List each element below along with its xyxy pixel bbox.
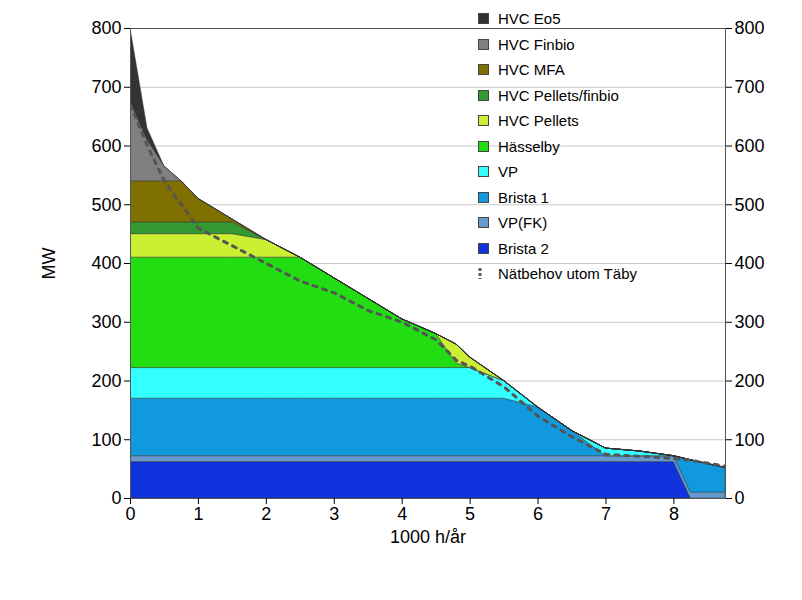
html-text:HVC Eo5: HVC Eo5 (498, 10, 561, 28)
svg-text:8: 8 (669, 504, 679, 524)
svg-text:200: 200 (735, 371, 765, 391)
svg-text:4: 4 (397, 504, 407, 524)
svg-text:200: 200 (91, 371, 121, 391)
svg-text:3: 3 (329, 504, 339, 524)
svg-text:0: 0 (735, 488, 745, 508)
html-text:HVC Pellets: HVC Pellets (498, 112, 579, 130)
html-text:Brista 2: Brista 2 (498, 239, 549, 257)
svg-text:1000 h/år: 1000 h/år (390, 527, 466, 547)
html-text:Hässelby: Hässelby (498, 137, 560, 155)
svg-text:5: 5 (465, 504, 475, 524)
svg-text:400: 400 (735, 253, 765, 273)
html-text:HVC MFA: HVC MFA (498, 61, 565, 79)
svg-text:MW: MW (39, 247, 59, 279)
svg-text:1: 1 (193, 504, 203, 524)
svg-text:400: 400 (91, 253, 121, 273)
html-text:VP: VP (498, 163, 518, 181)
svg-text:100: 100 (91, 430, 121, 450)
html-text:Brista 1: Brista 1 (498, 188, 549, 206)
svg-text:500: 500 (735, 195, 765, 215)
html-text:VP(FK): VP(FK) (498, 214, 548, 232)
svg-text:700: 700 (735, 77, 765, 97)
svg-text:6: 6 (533, 504, 543, 524)
svg-text:700: 700 (91, 77, 121, 97)
svg-text:300: 300 (735, 312, 765, 332)
svg-text:0: 0 (111, 488, 121, 508)
html-text:HVC Pellets/finbio: HVC Pellets/finbio (498, 86, 619, 104)
html-text:HVC Finbio: HVC Finbio (498, 35, 575, 53)
svg-text:600: 600 (735, 136, 765, 156)
svg-text:7: 7 (601, 504, 611, 524)
svg-text:500: 500 (91, 195, 121, 215)
svg-text:300: 300 (91, 312, 121, 332)
html-text:Nätbehov utom Täby: Nätbehov utom Täby (498, 265, 637, 283)
svg-text:800: 800 (91, 18, 121, 38)
svg-text:0: 0 (125, 504, 135, 524)
svg-text:600: 600 (91, 136, 121, 156)
svg-text:800: 800 (735, 18, 765, 38)
svg-text:2: 2 (261, 504, 271, 524)
svg-text:100: 100 (735, 430, 765, 450)
